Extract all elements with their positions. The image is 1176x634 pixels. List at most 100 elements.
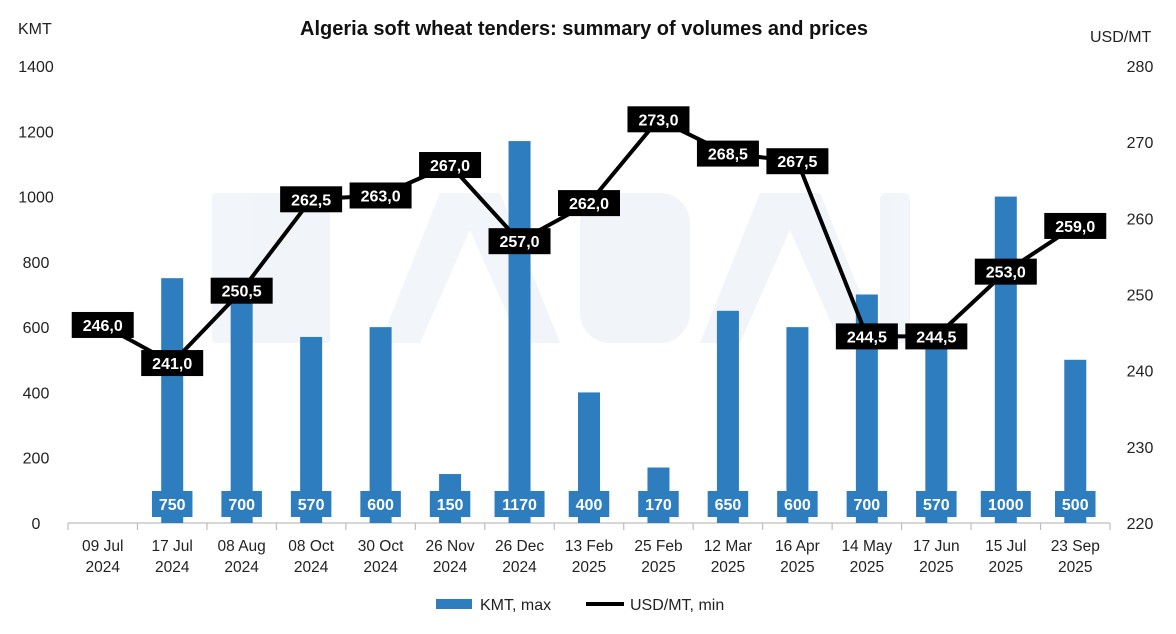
right-tick-label: 240 [1127,364,1154,381]
line-label-box [141,350,204,377]
bar-value-label: 700 [228,497,255,514]
line-label-box [210,277,273,304]
legend-swatch-bar [436,599,472,609]
bar-label-box [916,491,957,517]
x-tick-label-year: 2024 [155,559,190,576]
x-tick-label-date: 15 Jul [985,538,1026,555]
x-tick-label-year: 2025 [641,559,675,576]
bar-value-label: 750 [159,497,186,514]
x-tick-label-date: 23 Sep [1051,538,1100,555]
bar-label-box [638,491,679,517]
bar-series: 750 700 570 600 150 1170 400 170 650 600 700 570 100… [151,141,1096,524]
line-value-label: 257,0 [500,234,540,251]
legend-label-bar: KMT, max [480,597,551,614]
left-tick-label: 1200 [18,124,54,141]
line-label-box [627,106,690,133]
x-tick-label-date: 13 Feb [565,538,613,555]
left-tick-label: 1000 [18,190,54,207]
x-tick-label-year: 2024 [294,559,329,576]
left-tick-label: 200 [23,451,50,468]
x-tick-label-year: 2024 [502,559,537,576]
bar-label-box [494,491,545,517]
bar [994,196,1017,524]
bar [1064,359,1087,523]
line-value-label: 267,5 [777,154,817,171]
left-tick-label: 1400 [18,59,54,76]
line-value-label: 262,0 [569,196,609,213]
chart-title: Algeria soft wheat tenders: summary of v… [300,18,868,40]
line-label-box [1044,212,1107,239]
bar-label-box [429,491,471,517]
bar-value-label: 500 [1062,497,1089,514]
bar-label-box [980,491,1031,517]
bar [716,310,739,523]
bar-label-box [777,491,818,517]
x-tick-label-year: 2025 [711,559,745,576]
x-tick-label-year: 2025 [780,559,814,576]
x-tick-label-year: 2024 [433,559,468,576]
line-value-label: 268,5 [708,147,748,164]
bar [925,336,948,523]
bar-label-box [707,491,749,517]
x-tick-label-year: 2025 [919,559,953,576]
right-axis-ticks: 220 230 240 250 260 270 280 [1127,59,1154,533]
bar-label-box [568,491,610,517]
x-tick-label-date: 17 Jul [152,538,193,555]
x-tick-label-year: 2024 [224,559,259,576]
bar-value-label: 150 [437,497,464,514]
x-tick-label-date: 26 Dec [495,538,544,555]
left-axis-ticks: 0 200 400 600 800 1000 1200 1400 [18,59,54,533]
left-axis-unit: KMT [18,21,52,38]
line-value-label: 246,0 [83,318,123,335]
line-label-box [558,190,620,217]
bar-value-label: 650 [715,497,742,514]
line-label-box [766,148,829,175]
bar [230,294,253,523]
left-tick-label: 0 [32,516,41,533]
bar [161,278,184,523]
line-series: 246,0 241,0 250,5 262,5 263,0 267,0 257,0 262,0… [71,106,1107,377]
bar-value-label: 1170 [502,497,537,514]
x-tick-label-year: 2025 [850,559,884,576]
x-tick-label-date: 16 Apr [775,538,820,555]
x-axis-ticks: 09 Jul 2024 17 Jul 2024 08 Aug 2024 08 Oct 2024… [67,523,1111,576]
bar [300,336,323,523]
legend: KMT, max USD/MT, min [436,597,724,614]
line-label-box [419,152,482,179]
right-tick-label: 280 [1127,59,1154,76]
line-value-label: 263,0 [361,188,401,205]
right-tick-label: 250 [1127,288,1154,305]
bar-value-label: 400 [576,497,603,514]
line-value-label: 259,0 [1055,219,1095,236]
bar-label-box [221,491,262,517]
bar-value-label: 570 [298,497,325,514]
bar [578,392,600,523]
line-value-label: 250,5 [222,284,262,301]
bar-value-label: 700 [854,497,881,514]
x-tick-label-date: 17 Jun [913,538,960,555]
x-tick-label-date: 25 Feb [634,538,682,555]
right-axis-unit: USD/MT [1090,29,1152,46]
line-label-box [696,140,759,167]
right-tick-label: 260 [1127,211,1154,228]
line-value-label: 262,5 [291,192,331,209]
bar-value-label: 1000 [988,497,1024,514]
bar-label-box [360,491,401,517]
bar [369,327,392,523]
bar [855,294,878,523]
left-tick-label: 600 [23,320,50,337]
legend-label-line: USD/MT, min [630,597,724,614]
x-tick-label-date: 12 Mar [704,538,752,555]
bar [508,141,531,524]
line-value-label: 267,0 [430,158,470,175]
line-label-box [835,323,898,350]
line-label-box [349,182,412,209]
bar-value-label: 570 [923,497,950,514]
bar-value-label: 170 [645,497,672,514]
bar [786,327,809,523]
x-tick-label-year: 2025 [572,559,606,576]
bar-value-label: 600 [367,497,394,514]
line-value-label: 244,5 [847,329,887,346]
line-label-box [488,228,551,255]
